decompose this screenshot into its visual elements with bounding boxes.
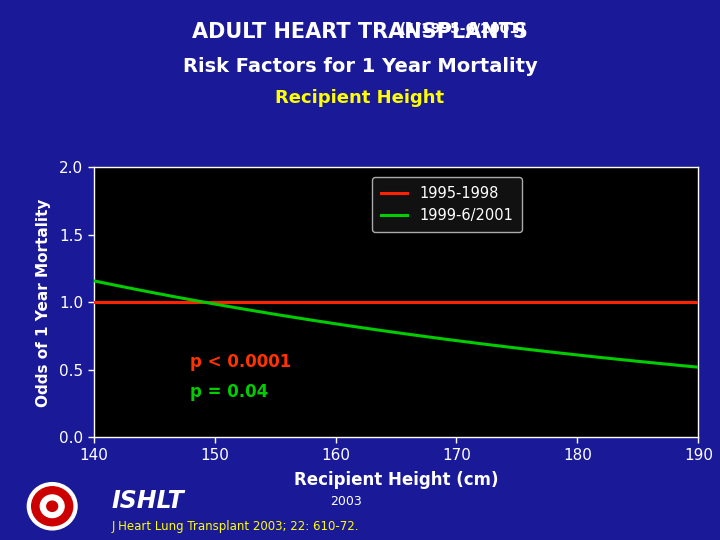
Circle shape — [47, 501, 58, 511]
Text: p < 0.0001: p < 0.0001 — [190, 353, 292, 371]
Circle shape — [40, 495, 64, 517]
Text: p = 0.04: p = 0.04 — [190, 383, 269, 401]
Text: ISHLT: ISHLT — [112, 489, 184, 513]
Text: (1/1995-6/2001): (1/1995-6/2001) — [195, 22, 525, 36]
Text: Recipient Height: Recipient Height — [276, 89, 444, 107]
Circle shape — [32, 487, 73, 526]
X-axis label: Recipient Height (cm): Recipient Height (cm) — [294, 471, 498, 489]
Text: ADULT HEART TRANSPLANTS: ADULT HEART TRANSPLANTS — [192, 22, 528, 42]
Circle shape — [27, 483, 77, 530]
Y-axis label: Odds of 1 Year Mortality: Odds of 1 Year Mortality — [36, 198, 50, 407]
Text: Risk Factors for 1 Year Mortality: Risk Factors for 1 Year Mortality — [183, 57, 537, 76]
Legend: 1995-1998, 1999-6/2001: 1995-1998, 1999-6/2001 — [372, 178, 522, 232]
Text: 2003: 2003 — [330, 495, 361, 508]
Text: J Heart Lung Transplant 2003; 22: 610-72.: J Heart Lung Transplant 2003; 22: 610-72… — [112, 520, 359, 533]
